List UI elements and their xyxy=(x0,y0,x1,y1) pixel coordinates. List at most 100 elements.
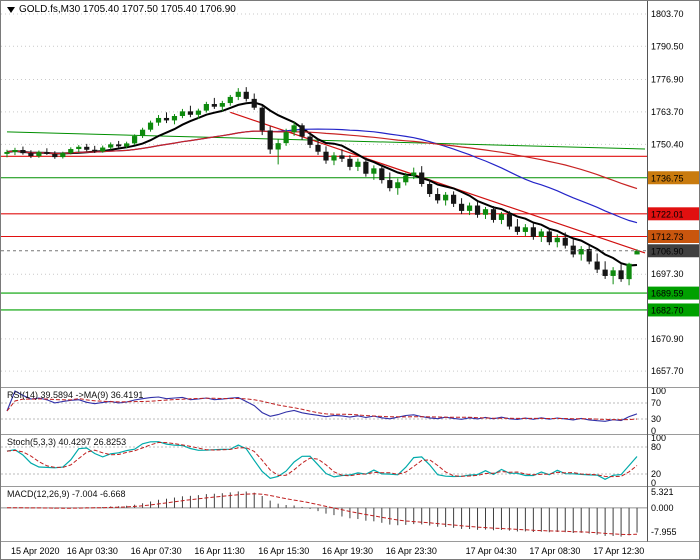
moving-average-line xyxy=(6,130,638,190)
price-axis-label: 1776.90 xyxy=(651,75,684,85)
candle-body xyxy=(339,155,345,159)
candle-body xyxy=(443,194,449,201)
trendline xyxy=(6,131,646,150)
candle-body xyxy=(347,158,353,167)
candle-body xyxy=(92,149,98,152)
level-lines xyxy=(1,111,647,311)
candle-body xyxy=(171,115,178,121)
svg-text:1736.75: 1736.75 xyxy=(651,173,684,183)
candle-body xyxy=(610,270,616,276)
macd-indicator-label: MACD(12,26,9) -7.004 -6.668 xyxy=(7,489,126,499)
candle-body xyxy=(267,130,273,150)
candle-body xyxy=(323,151,329,161)
candle-body xyxy=(44,152,50,154)
price-axis-label: 1763.70 xyxy=(651,107,684,117)
candle-body xyxy=(275,143,281,150)
candle-body xyxy=(419,172,425,184)
candle-body xyxy=(634,250,640,255)
symbol-ohlc-title: GOLD.fs,M30 1705.40 1707.50 1705.40 1706… xyxy=(19,4,236,15)
candle-body xyxy=(203,104,209,111)
candle-body xyxy=(124,143,130,147)
candle-body xyxy=(363,161,369,174)
rsi-axis-label: 100 xyxy=(651,386,666,396)
candle-body xyxy=(538,231,544,237)
candle-body xyxy=(411,172,417,176)
candle-body xyxy=(299,125,305,137)
candle-body xyxy=(451,194,457,204)
candle-body xyxy=(562,237,568,246)
candle-body xyxy=(147,122,154,130)
candle-body xyxy=(315,144,321,152)
rsi-axis-label: 70 xyxy=(651,398,661,408)
candle-body xyxy=(490,209,497,220)
price-badge: 1706.90 xyxy=(648,244,699,258)
candle-body xyxy=(12,149,18,152)
candle-body xyxy=(84,146,90,150)
candle-body xyxy=(235,91,241,97)
candle-body xyxy=(427,183,433,195)
svg-text:1682.70: 1682.70 xyxy=(651,305,684,315)
candle-body xyxy=(243,91,249,99)
macd-axis-label: -7.955 xyxy=(651,527,677,537)
time-axis-label: 16 Apr 23:30 xyxy=(386,546,437,556)
candle-body xyxy=(395,182,401,189)
candle-body xyxy=(108,144,114,148)
candle-body xyxy=(586,249,592,262)
candle-body xyxy=(68,149,74,153)
stoch-d-line xyxy=(6,441,638,478)
candle-body xyxy=(355,161,361,167)
price-axis-label: 1670.90 xyxy=(651,334,684,344)
candle-body xyxy=(116,144,122,147)
price-axis-label: 1803.70 xyxy=(651,9,684,19)
price-axis-label: 1790.50 xyxy=(651,41,684,51)
candle-body xyxy=(618,270,624,280)
stoch-indicator-label: Stoch(5,3,3) 40.4297 26.8253 xyxy=(7,437,127,447)
candle-body xyxy=(506,214,513,227)
rsi-axis-label: 0 xyxy=(651,426,656,436)
price-badge: 1682.70 xyxy=(648,303,699,317)
candle-body xyxy=(4,151,10,154)
rsi-axis-label: 30 xyxy=(651,414,661,424)
svg-text:1706.90: 1706.90 xyxy=(651,246,684,256)
trendline xyxy=(230,111,646,254)
candle-body xyxy=(251,98,257,108)
price-badge: 1722.01 xyxy=(648,207,699,221)
rsi-indicator-label: RSI(14) 39.5894 ->MA(9) 36.4191 xyxy=(7,390,144,400)
candle-body xyxy=(594,261,600,270)
candle-body xyxy=(482,209,489,215)
rsi-ma-line xyxy=(6,397,638,421)
candle-body xyxy=(131,136,138,144)
candle-body xyxy=(28,153,34,157)
price-badge: 1712.73 xyxy=(648,230,699,244)
candle-body xyxy=(570,245,576,255)
candle-body xyxy=(474,205,481,215)
candle-body xyxy=(458,203,465,211)
candle-body xyxy=(36,152,42,157)
candle-body xyxy=(139,129,146,137)
candle-body xyxy=(602,269,608,276)
candle-body xyxy=(259,107,265,131)
symbol-dropdown-icon[interactable] xyxy=(7,6,15,13)
candle-body xyxy=(187,111,194,115)
price-axis-label: 1750.40 xyxy=(651,139,684,149)
candlestick-series xyxy=(4,87,640,286)
candle-body xyxy=(227,96,233,104)
svg-text:1689.59: 1689.59 xyxy=(651,289,684,299)
candle-body xyxy=(163,117,170,121)
time-axis-label: 16 Apr 11:30 xyxy=(194,546,244,556)
time-axis-label: 16 Apr 07:30 xyxy=(131,546,182,556)
chart-header-overlay: GOLD.fs,M30 1705.40 1707.50 1705.40 1706… xyxy=(7,4,236,15)
candle-body xyxy=(195,110,201,115)
candle-body xyxy=(546,231,552,243)
time-axis-label: 16 Apr 03:30 xyxy=(67,546,118,556)
candle-body xyxy=(435,194,441,201)
time-axis-label: 16 Apr 19:30 xyxy=(322,546,373,556)
stoch-k-line xyxy=(6,441,638,480)
candle-body xyxy=(219,103,225,107)
candle-body xyxy=(498,214,505,220)
candle-body xyxy=(626,263,632,280)
candle-body xyxy=(60,152,66,158)
stoch-axis-label: 80 xyxy=(651,442,661,452)
stoch-axis-label: 0 xyxy=(651,478,656,488)
